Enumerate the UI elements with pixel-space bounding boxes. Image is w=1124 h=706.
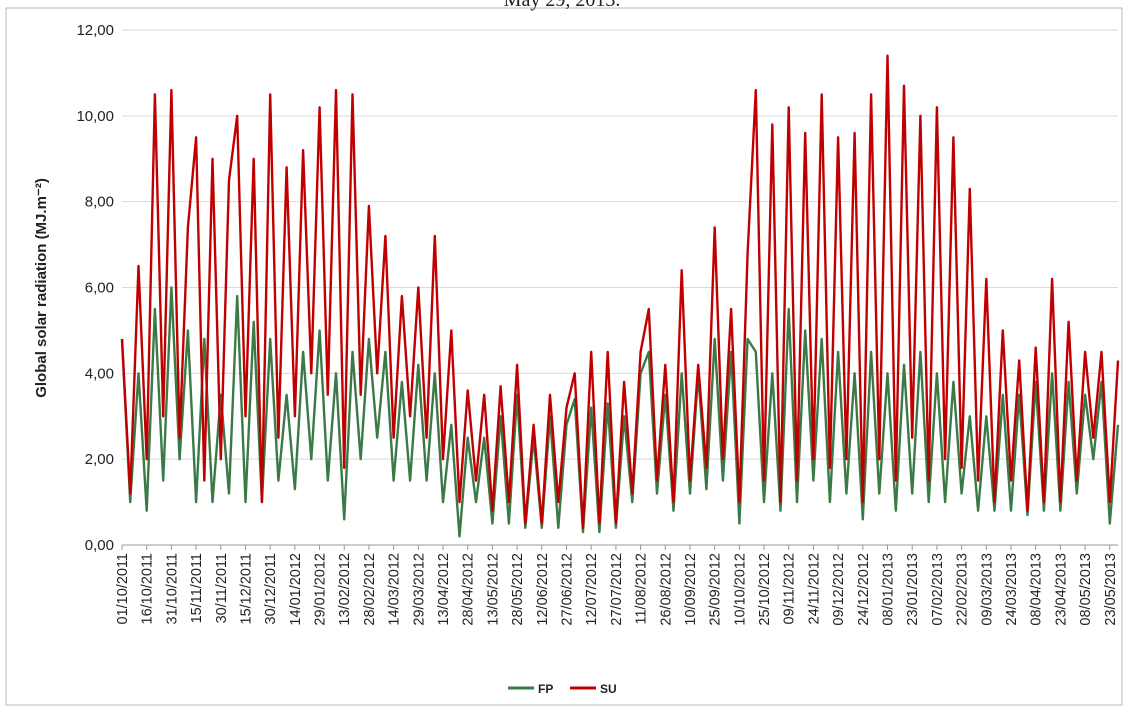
legend-label: FP <box>538 682 553 696</box>
chart-frame <box>5 7 1123 706</box>
x-tick-label: 09/11/2012 <box>782 553 798 625</box>
x-tick-label: 07/02/2013 <box>930 553 946 626</box>
x-tick-label: 31/10/2011 <box>164 553 180 625</box>
y-tick-label: 0,00 <box>85 537 114 554</box>
y-axis-title: Global solar radiation (MJ.m⁻²) <box>33 178 50 398</box>
x-tick-label: 14/03/2012 <box>387 553 403 626</box>
x-tick-label: 09/03/2013 <box>979 553 995 626</box>
x-tick-label: 27/07/2012 <box>609 553 625 626</box>
x-tick-label: 15/11/2011 <box>189 553 205 623</box>
x-tick-label: 08/05/2013 <box>1078 553 1094 626</box>
x-tick-label: 12/07/2012 <box>584 553 600 626</box>
x-tick-label: 24/12/2012 <box>856 553 872 626</box>
y-tick-label: 12,00 <box>76 22 114 39</box>
x-tick-label: 08/01/2013 <box>881 553 897 626</box>
x-tick-label: 13/05/2012 <box>485 553 501 626</box>
x-tick-label: 10/09/2012 <box>683 553 699 626</box>
x-tick-label: 24/03/2013 <box>1004 553 1020 626</box>
x-tick-label: 12/06/2012 <box>535 553 551 626</box>
line-su <box>120 54 1120 529</box>
x-tick-label: 28/02/2012 <box>362 553 378 626</box>
x-tick-label: 29/03/2012 <box>411 553 427 626</box>
x-tick-label: 28/05/2012 <box>510 553 526 626</box>
x-tick-label: 15/12/2011 <box>238 553 254 625</box>
x-tick-label: 29/01/2012 <box>313 553 329 626</box>
x-tick-label: 13/02/2012 <box>337 553 353 626</box>
x-tick-label: 10/10/2012 <box>732 553 748 626</box>
x-tick-label: 23/01/2013 <box>905 553 921 626</box>
x-tick-label: 09/12/2012 <box>831 553 847 626</box>
x-tick-label: 30/12/2011 <box>263 553 279 625</box>
x-tick-label: 30/11/2011 <box>214 553 230 623</box>
x-tick-label: 24/11/2012 <box>806 553 822 625</box>
x-tick-label: 25/10/2012 <box>757 553 773 626</box>
chart-title: May 29, 2013. <box>504 0 621 11</box>
y-tick-label: 4,00 <box>85 365 114 382</box>
x-tick-label: 27/06/2012 <box>559 553 575 626</box>
x-tick-label: 08/04/2013 <box>1029 553 1045 626</box>
x-tick-label: 25/09/2012 <box>708 553 724 626</box>
x-tick-label: 01/10/2011 <box>115 553 131 625</box>
line-fp <box>120 286 1120 538</box>
x-tick-label: 16/10/2011 <box>140 553 156 625</box>
x-tick-label: 23/05/2013 <box>1103 553 1119 626</box>
x-tick-label: 28/04/2012 <box>461 553 477 626</box>
legend-label: SU <box>600 682 617 696</box>
x-tick-label: 22/02/2013 <box>955 553 971 626</box>
x-tick-label: 26/08/2012 <box>658 553 674 626</box>
x-tick-label: 11/08/2012 <box>634 553 650 625</box>
x-tick-label: 14/01/2012 <box>288 553 304 626</box>
y-tick-label: 6,00 <box>85 280 114 297</box>
x-tick-label: 13/04/2012 <box>436 553 452 626</box>
y-tick-label: 8,00 <box>85 194 114 211</box>
y-tick-label: 10,00 <box>76 108 114 125</box>
x-tick-label: 23/04/2013 <box>1053 553 1069 626</box>
y-tick-label: 2,00 <box>85 451 114 468</box>
